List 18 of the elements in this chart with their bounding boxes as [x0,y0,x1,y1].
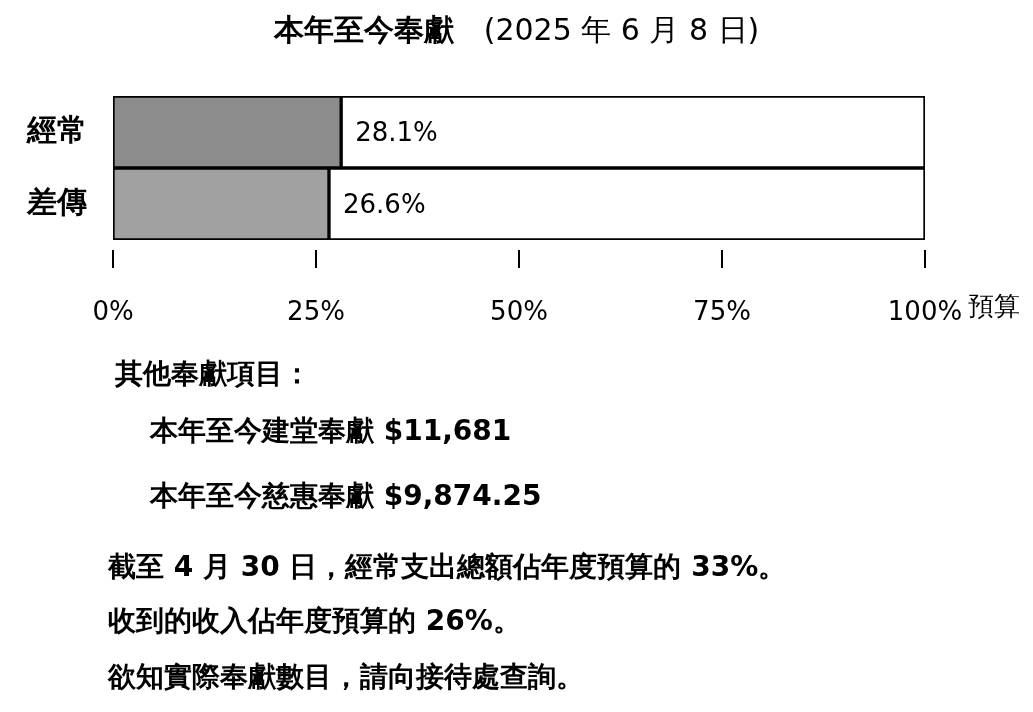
x-tick-label: 25% [287,296,345,327]
chart-title: 本年至今奉獻 [273,12,454,47]
text: 收到的收入佔年度預算的 26%。 [108,603,521,639]
x-tick-label: 0% [92,296,134,327]
text: 本年至今建堂奉獻 $11,681 [150,413,512,449]
text: 本年至今慈惠奉獻 $9,874.25 [150,478,542,514]
x-axis-title: 預算 [968,290,1021,321]
text: 截至 4 月 30 日，經常支出總額佔年度預算的 33%。 [108,549,787,585]
text: 其他奉獻項目： [115,356,311,392]
data-label: 28.1% [355,116,438,147]
x-tick-label: 75% [693,296,751,327]
x-tick-label: 50% [490,296,548,327]
y-tick-label: 經常 [26,111,87,147]
text: 欲知實際奉獻數目，請向接待處查詢。 [108,659,584,695]
x-tick-label: 100% [887,296,963,327]
data-label: 26.6% [342,188,426,219]
chart-subtitle: (2025 年 6 月 8 日) [483,12,760,47]
y-tick-label: 差傳 [26,183,87,219]
